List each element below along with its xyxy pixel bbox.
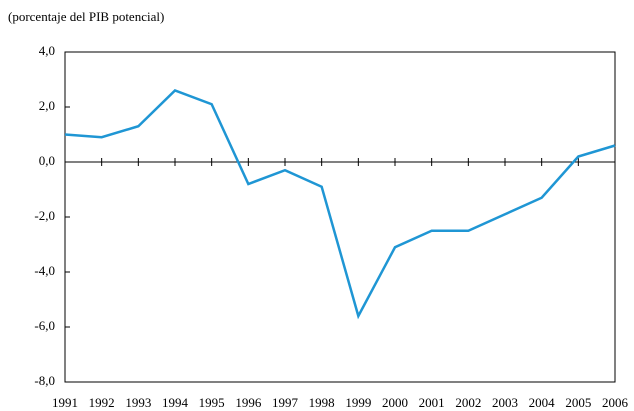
x-tick-label: 1995 [199, 395, 225, 410]
x-tick-label: 1991 [52, 395, 78, 410]
x-tick-label: 2006 [602, 395, 629, 410]
plot-frame [64, 51, 616, 383]
x-tick-label: 1997 [272, 395, 299, 410]
data-line [64, 89, 616, 320]
x-tick-label: 2004 [529, 395, 556, 410]
x-tick-label: 1993 [125, 395, 151, 410]
y-tick-label: -8,0 [34, 373, 55, 388]
y-tick-label: 4,0 [39, 43, 55, 58]
y-tick-label: 2,0 [39, 98, 55, 113]
x-tick-label: 1999 [345, 395, 371, 410]
y-tick-label: 0,0 [39, 153, 55, 168]
x-tick-label: 2001 [419, 395, 445, 410]
x-tick-label: 2002 [455, 395, 481, 410]
x-tick-label: 1992 [89, 395, 115, 410]
x-tick-label: 2003 [492, 395, 518, 410]
y-tick-label: -2,0 [34, 208, 55, 223]
x-tick-label: 1996 [235, 395, 262, 410]
y-axis-label: (porcentaje del PIB potencial) [8, 9, 164, 24]
y-tick-label: -4,0 [34, 263, 55, 278]
x-tick-label: 2005 [565, 395, 591, 410]
y-tick-label: -6,0 [34, 318, 55, 333]
x-tick-label: 2000 [382, 395, 408, 410]
x-tick-label: 1998 [309, 395, 335, 410]
x-tick-label: 1994 [162, 395, 189, 410]
